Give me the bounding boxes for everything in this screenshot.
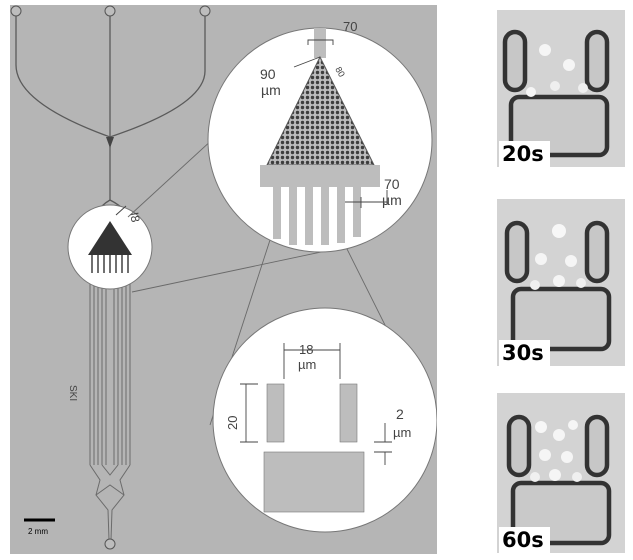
trap-base-block <box>263 451 365 513</box>
trap-gap-value: 2 <box>396 406 404 422</box>
inlet-channels <box>15 11 206 216</box>
trap-height-value: 20 <box>225 416 240 430</box>
width-value: 90 <box>260 66 276 82</box>
device-schematic: I8 SKI 2 mm <box>10 5 437 550</box>
timelapse-frame-3: 60s <box>497 393 625 553</box>
inlet-port-left <box>10 5 22 17</box>
timelapse-label-3: 60s <box>499 527 550 553</box>
width-unit: µm <box>261 82 281 98</box>
junction-marker <box>106 137 114 148</box>
timelapse-frame-2: 30s <box>497 199 625 366</box>
small-label-pointer <box>115 205 127 216</box>
inlet-port-middle <box>104 5 116 17</box>
trap-post-right <box>339 383 358 443</box>
triangle-inlet-channel <box>314 28 326 58</box>
trap-post-left <box>266 383 285 443</box>
gap-unit: µm <box>382 192 402 208</box>
scale-bar-label: 2 mm <box>28 527 48 536</box>
timelapse-label-1: 20s <box>499 141 550 167</box>
trap-micrograph-2 <box>497 199 625 366</box>
trap-dimension-lines <box>240 343 392 465</box>
trap-spacing-unit: µm <box>298 357 316 372</box>
tip-label: 80 <box>333 65 347 79</box>
outlet-port <box>104 538 116 550</box>
triangle-output-channels <box>273 187 361 245</box>
inlet-port-right <box>199 5 211 17</box>
gap-value: 70 <box>384 176 400 192</box>
trap-micrograph-3 <box>497 393 625 553</box>
top-partial-label: 70 <box>343 19 357 34</box>
side-label: SKI <box>67 385 78 401</box>
trap-gap-unit: µm <box>393 425 411 440</box>
output-channels <box>89 263 131 541</box>
triangle-dimension-lines <box>293 39 388 208</box>
trap-micrograph-1 <box>497 10 625 167</box>
trap-spacing-value: 18 <box>299 342 313 357</box>
small-trap-array <box>88 221 132 255</box>
timelapse-frame-1: 20s <box>497 10 625 167</box>
triangle-output-manifold <box>260 165 380 187</box>
device-schematic-panel: I8 SKI 2 mm <box>10 5 437 554</box>
timelapse-label-2: 30s <box>499 340 550 366</box>
small-output-stubs <box>91 255 129 273</box>
